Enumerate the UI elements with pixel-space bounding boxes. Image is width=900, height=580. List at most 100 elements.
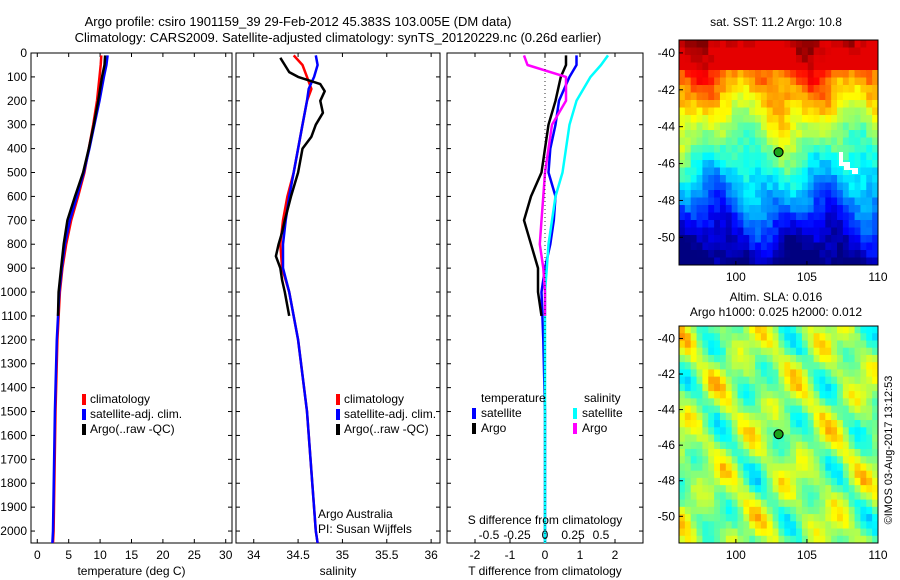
map-cell [872,506,878,515]
map-cell [760,242,768,251]
map-cell [743,463,750,472]
map-cell [725,333,733,342]
map-cell [842,220,850,229]
map-cell [679,107,686,116]
map-cell [860,137,867,146]
map-cell [796,477,803,486]
map-cell [684,100,692,109]
map-cell [854,227,862,236]
map-cell [842,391,850,399]
map-cell [690,448,698,457]
map-cell [760,167,768,176]
map-cell [702,528,709,537]
map-cell [772,137,780,146]
map-cell [708,92,715,101]
map-cell [860,115,867,124]
map-cell [702,412,709,421]
map-cell [690,340,698,349]
y-tick-label: 1900 [0,500,27,514]
map-cell [702,535,709,543]
map-cell [684,212,692,221]
map-cell [854,205,862,214]
map-cell [872,514,878,522]
map-cell [679,205,686,214]
map-cell [819,100,826,109]
map-cell [801,499,809,508]
map-cell [801,354,809,363]
map-cell [860,347,867,356]
map-cell [837,145,844,154]
map-cell [679,326,686,334]
map-cell [684,70,692,79]
map-cell [719,137,727,146]
map-cell [690,463,698,472]
map-cell [684,347,692,356]
map-cell [866,85,873,94]
map-cell [807,535,815,543]
map-cell [719,220,727,229]
map-cell [866,333,873,342]
map-cell [813,369,821,378]
map-cell [831,383,838,392]
map-cell [848,70,856,79]
map-cell [743,405,750,414]
map-cell [866,448,873,457]
map-cell [708,242,715,251]
map-cell [860,152,867,161]
map-cell [690,391,698,399]
map-cell [860,420,867,428]
map-cell [731,160,739,169]
map-cell [725,448,733,457]
map-cell [819,434,826,443]
map-cell [866,369,873,378]
map-cell [708,340,715,349]
map-cell [860,448,867,457]
map-cell [801,434,809,443]
map-cell [842,434,850,443]
map-cell [801,197,809,206]
map-cell [837,62,844,71]
map-cell [737,362,744,370]
sla-map-frame [678,325,879,544]
map-cell [790,535,797,543]
map-cell [796,70,803,79]
map-cell [825,77,832,86]
map-cell [778,383,785,392]
map-cell [684,441,692,450]
map-cell [684,470,692,479]
map-cell [848,398,856,407]
map-cell [778,55,785,64]
map-cell [737,130,744,139]
map-cell [708,463,715,472]
map-cell [813,92,821,101]
map-cell [784,137,791,146]
map-cell [679,62,686,71]
x-tick-label: 0 [542,548,549,562]
map-cell [690,212,698,221]
map-cell [790,257,797,265]
map-cell [831,340,838,349]
map-cell [842,383,850,392]
map-cell [684,354,692,363]
map-cell [737,499,744,508]
map-cell [784,130,791,139]
map-cell [784,160,791,169]
map-cell [866,242,873,251]
map-cell [790,62,797,71]
map-cell [737,92,744,101]
map-cell [719,212,727,221]
sst-map-title: sat. SST: 11.2 Argo: 10.8 [710,15,842,29]
map-cell [760,235,768,244]
salinity-tick-label: -0.25 [503,528,531,542]
map-cell [766,115,774,124]
map-cell [755,197,762,206]
map-cell [737,391,744,399]
map-cell [708,499,715,508]
map-cell [860,92,867,101]
map-cell [743,47,750,56]
map-cell [766,205,774,214]
map-cell [872,521,878,530]
map-cell [872,441,878,450]
map-cell [819,456,826,465]
map-cell [749,152,756,161]
